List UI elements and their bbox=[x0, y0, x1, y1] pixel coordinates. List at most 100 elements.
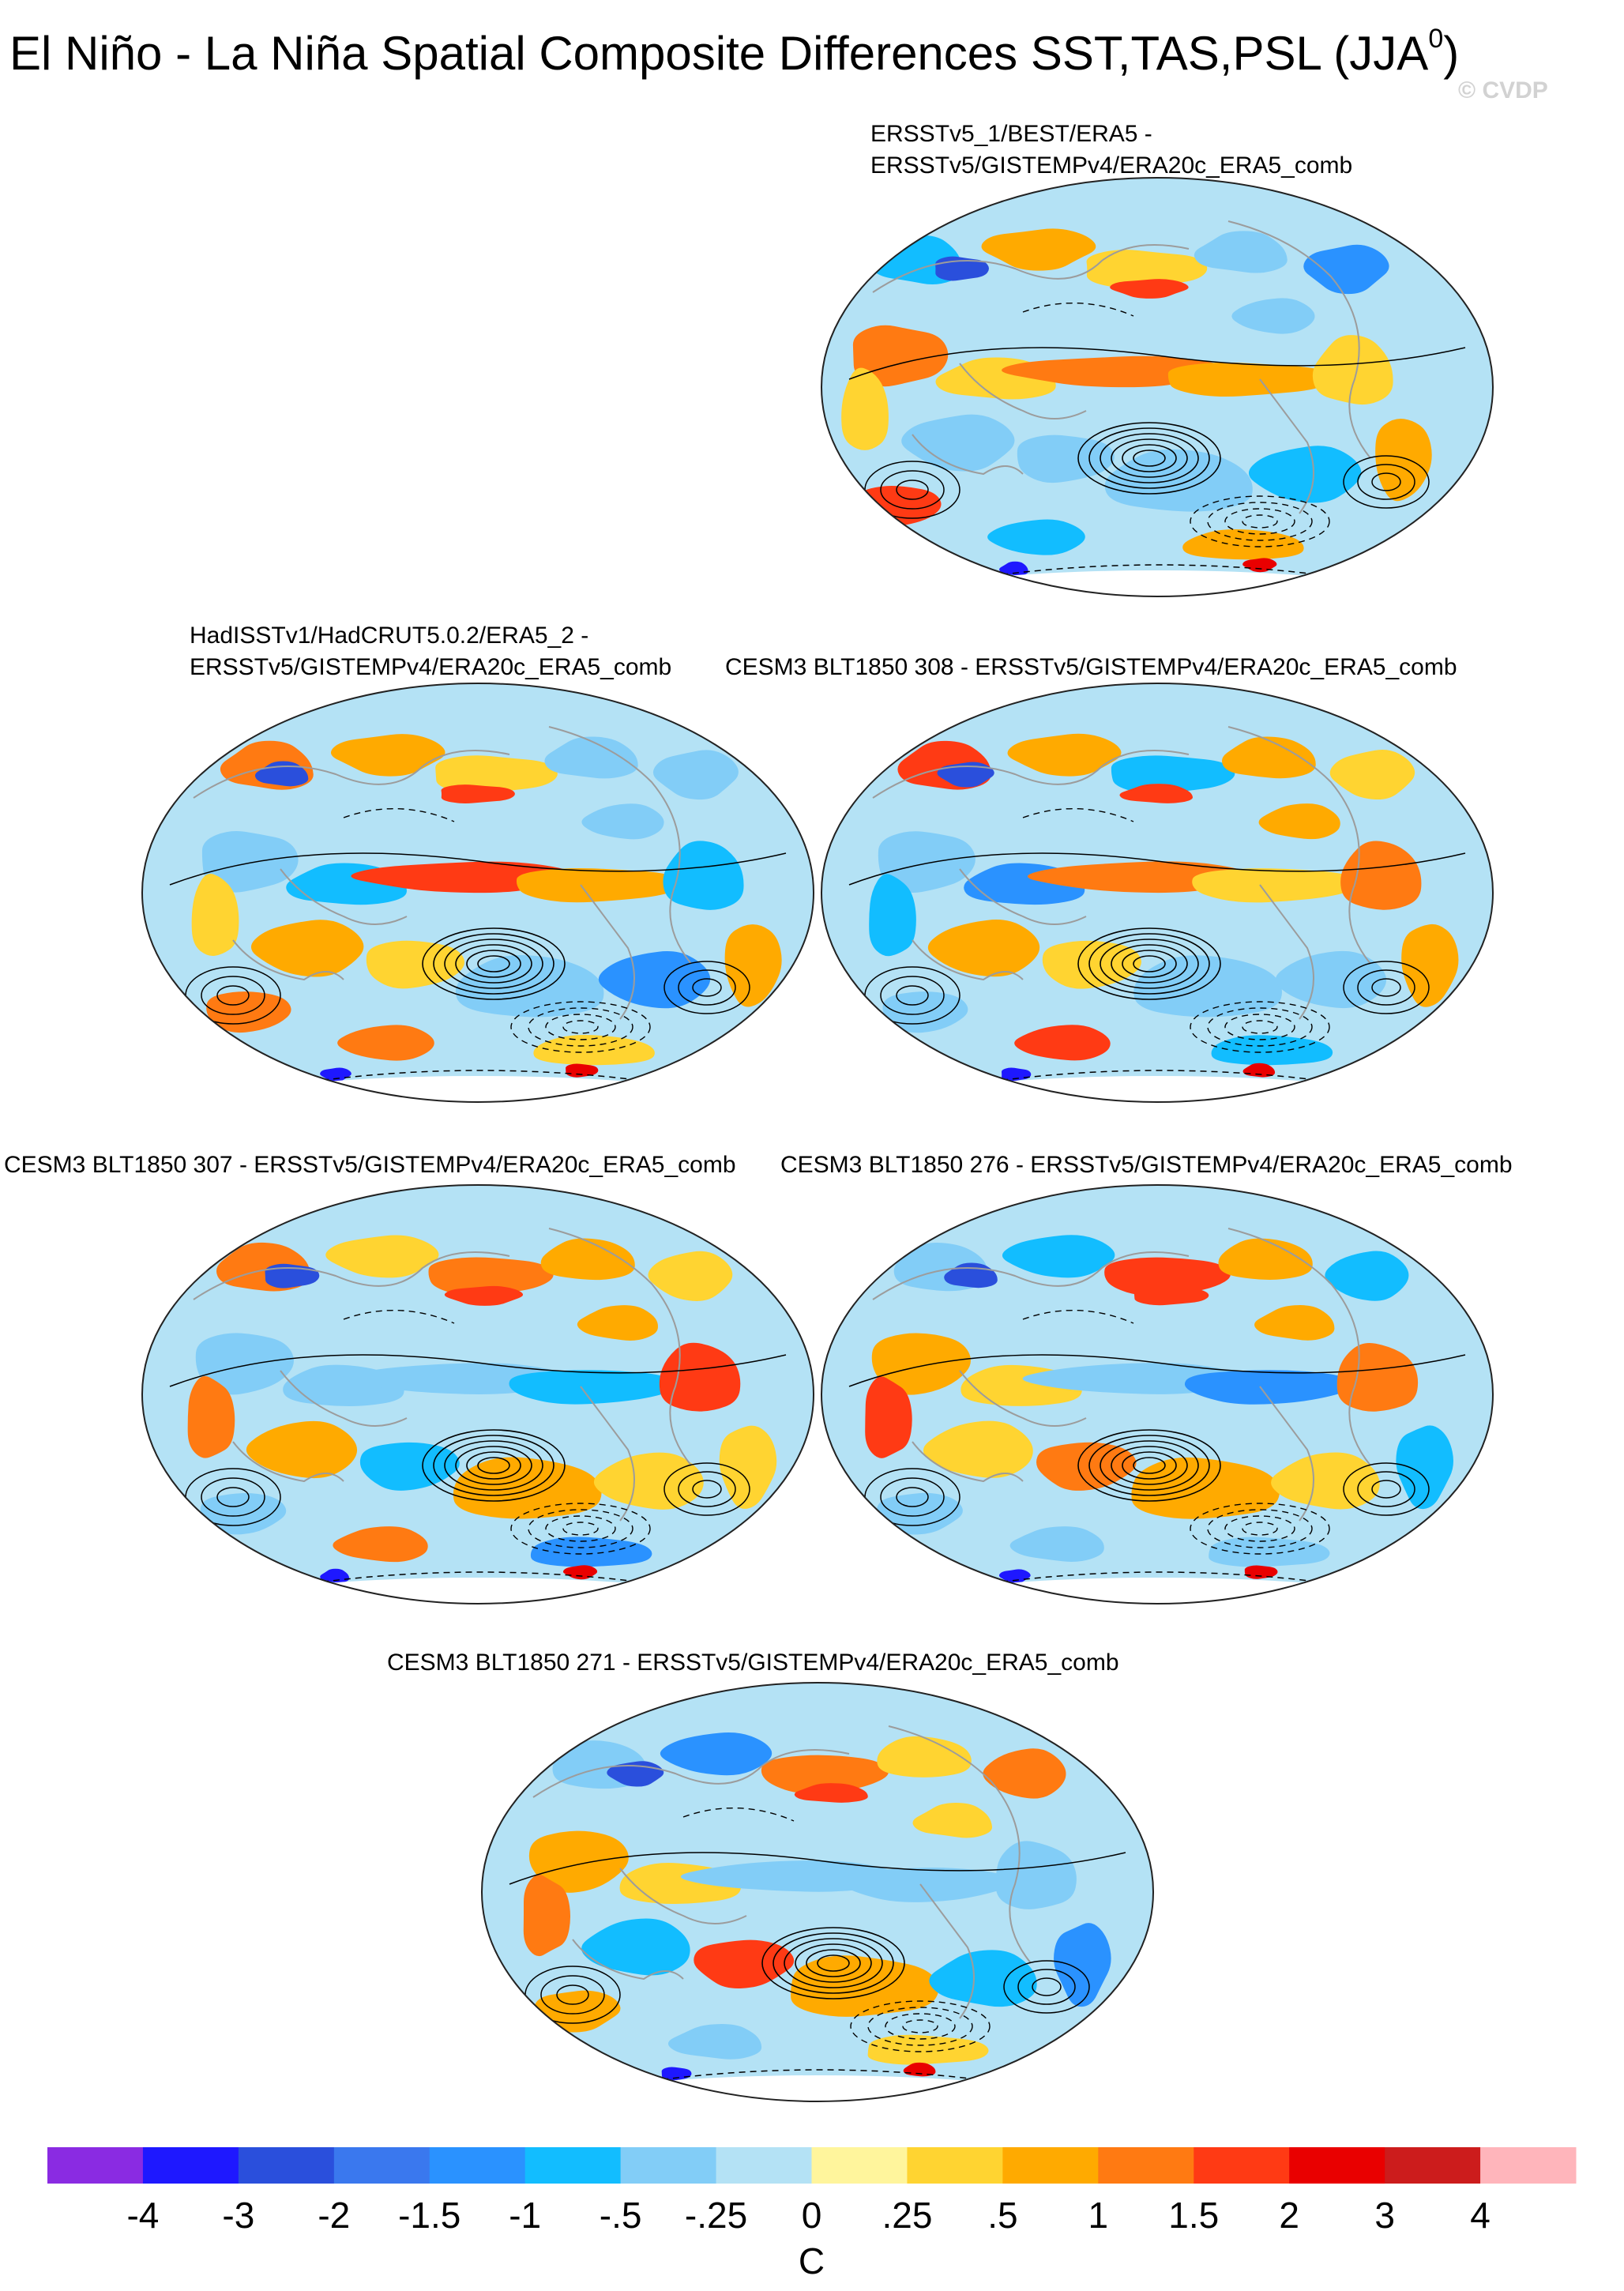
anomaly-patch bbox=[246, 1420, 358, 1479]
anomaly-core bbox=[441, 784, 515, 804]
coastline bbox=[959, 363, 1087, 419]
psl-contour-positive bbox=[1111, 944, 1188, 984]
psl-contour-positive bbox=[1100, 433, 1199, 483]
psl-contour-positive bbox=[444, 939, 543, 989]
psl-contour-positive bbox=[1017, 1969, 1076, 2005]
anomaly-patch bbox=[540, 1238, 635, 1281]
colorbar-swatch bbox=[811, 2147, 908, 2184]
anomaly-patch bbox=[901, 414, 1015, 472]
psl-contour-positive bbox=[1077, 927, 1221, 1000]
anomaly-core bbox=[1119, 784, 1194, 803]
psl-contour-negative bbox=[562, 1020, 599, 1034]
colorbar-swatch bbox=[620, 2147, 717, 2184]
psl-contour-negative bbox=[1022, 807, 1134, 822]
anomaly-patch bbox=[1009, 1526, 1104, 1562]
psl-contour-negative bbox=[343, 1309, 455, 1324]
anomaly-core bbox=[444, 1285, 524, 1306]
psl-contour-positive bbox=[678, 1471, 736, 1507]
anomaly-patch bbox=[325, 1235, 439, 1278]
anomaly-patch bbox=[1375, 419, 1432, 502]
anomaly-patch bbox=[250, 920, 364, 977]
panel-label: CESM3 BLT1850 308 - ERSSTv5/GISTEMPv4/ER… bbox=[725, 654, 1457, 680]
anomaly-patch bbox=[435, 755, 558, 794]
coastline bbox=[193, 750, 510, 799]
colorbar-swatch bbox=[907, 2147, 1003, 2184]
psl-contour-negative bbox=[867, 2007, 973, 2046]
psl-contour-positive bbox=[692, 978, 722, 997]
colorbar-swatch bbox=[1480, 2147, 1577, 2184]
coastline bbox=[572, 1939, 684, 1981]
colorbar-tick-label: -.5 bbox=[600, 2195, 642, 2236]
psl-contour-negative bbox=[1224, 508, 1295, 535]
coastline bbox=[193, 1251, 510, 1300]
coastline bbox=[232, 1441, 344, 1483]
anomaly-patch bbox=[719, 1425, 777, 1509]
psl-contour-negative bbox=[1242, 1020, 1278, 1034]
psl-contour-positive bbox=[466, 1451, 521, 1480]
panel-label: CESM3 BLT1850 276 - ERSSTv5/GISTEMPv4/ER… bbox=[780, 1152, 1513, 1178]
anomaly-patch bbox=[927, 920, 1040, 977]
anomaly-patch bbox=[516, 868, 683, 903]
anomaly-patch bbox=[1211, 1035, 1333, 1066]
psl-contour-negative bbox=[510, 1001, 651, 1053]
psl-contour-positive bbox=[1357, 464, 1415, 500]
anomaly-patch bbox=[337, 1025, 434, 1061]
psl-contour-positive bbox=[880, 470, 945, 510]
psl-contour-positive bbox=[556, 1984, 589, 2005]
anomaly-patch bbox=[1329, 750, 1415, 800]
anomaly-patch bbox=[1303, 244, 1389, 295]
anomaly-patch bbox=[581, 803, 664, 840]
anomaly-patch bbox=[201, 831, 299, 893]
colorbar-swatch bbox=[524, 2147, 622, 2184]
anomaly-patch bbox=[577, 1305, 658, 1341]
anomaly-patch bbox=[882, 991, 968, 1033]
colorbar-tick-label: -3 bbox=[222, 2195, 254, 2236]
psl-contour-positive bbox=[540, 1975, 605, 2014]
anomaly-patch bbox=[533, 1035, 655, 1066]
anomaly-patch bbox=[648, 1251, 733, 1301]
colorbar-tick-label: 1.5 bbox=[1168, 2195, 1219, 2236]
map-outline bbox=[141, 683, 814, 1103]
anomaly-patch bbox=[1218, 1238, 1313, 1280]
colorbar-unit: C bbox=[799, 2240, 825, 2282]
psl-contour-positive bbox=[1122, 950, 1177, 978]
anomaly-core bbox=[1242, 558, 1277, 573]
anomaly-patch bbox=[867, 2034, 989, 2065]
anomaly-patch bbox=[1231, 298, 1315, 334]
colorbar-tick-label: -1.5 bbox=[398, 2195, 461, 2236]
anomaly-patch bbox=[694, 1939, 795, 1989]
colorbar-tick-label: .25 bbox=[882, 2195, 932, 2236]
colorbar-tick-label: -.25 bbox=[685, 2195, 747, 2236]
psl-contour-positive bbox=[1088, 933, 1210, 995]
psl-contour-positive bbox=[1357, 1471, 1415, 1507]
anomaly-patch bbox=[869, 874, 916, 957]
map-panel bbox=[481, 1682, 1154, 2102]
map-panel bbox=[821, 177, 1494, 597]
anomaly-patch bbox=[981, 228, 1096, 271]
colorbar-swatch bbox=[238, 2147, 335, 2184]
psl-contour-positive bbox=[896, 1487, 929, 1507]
psl-contour-negative bbox=[1242, 514, 1278, 529]
anomaly-patch bbox=[598, 951, 711, 1009]
coastline bbox=[1259, 884, 1314, 1020]
psl-contour-positive bbox=[509, 1852, 1126, 1885]
anomaly-patch bbox=[667, 2024, 762, 2060]
psl-contour-negative bbox=[1190, 1503, 1330, 1555]
coastline bbox=[1259, 378, 1314, 514]
colorbar-swatch bbox=[1385, 2147, 1481, 2184]
psl-contour-negative bbox=[510, 1503, 651, 1555]
psl-contour-negative bbox=[1207, 1509, 1313, 1548]
psl-contour-negative bbox=[1242, 1522, 1278, 1536]
map-panel bbox=[821, 1184, 1494, 1604]
psl-contour-positive bbox=[848, 347, 1466, 380]
anomaly-patch bbox=[528, 1830, 629, 1893]
anomaly-patch bbox=[509, 1370, 679, 1405]
anomaly-patch bbox=[923, 1420, 1033, 1478]
anomaly-patch bbox=[841, 1868, 1013, 1902]
colorbar-tick-label: -4 bbox=[126, 2195, 159, 2236]
psl-contour-positive bbox=[201, 976, 265, 1015]
anomaly-patch bbox=[359, 1442, 460, 1491]
anomaly-core bbox=[1110, 279, 1189, 299]
psl-contour-negative bbox=[1022, 1309, 1134, 1324]
psl-contour-positive bbox=[1111, 438, 1188, 478]
